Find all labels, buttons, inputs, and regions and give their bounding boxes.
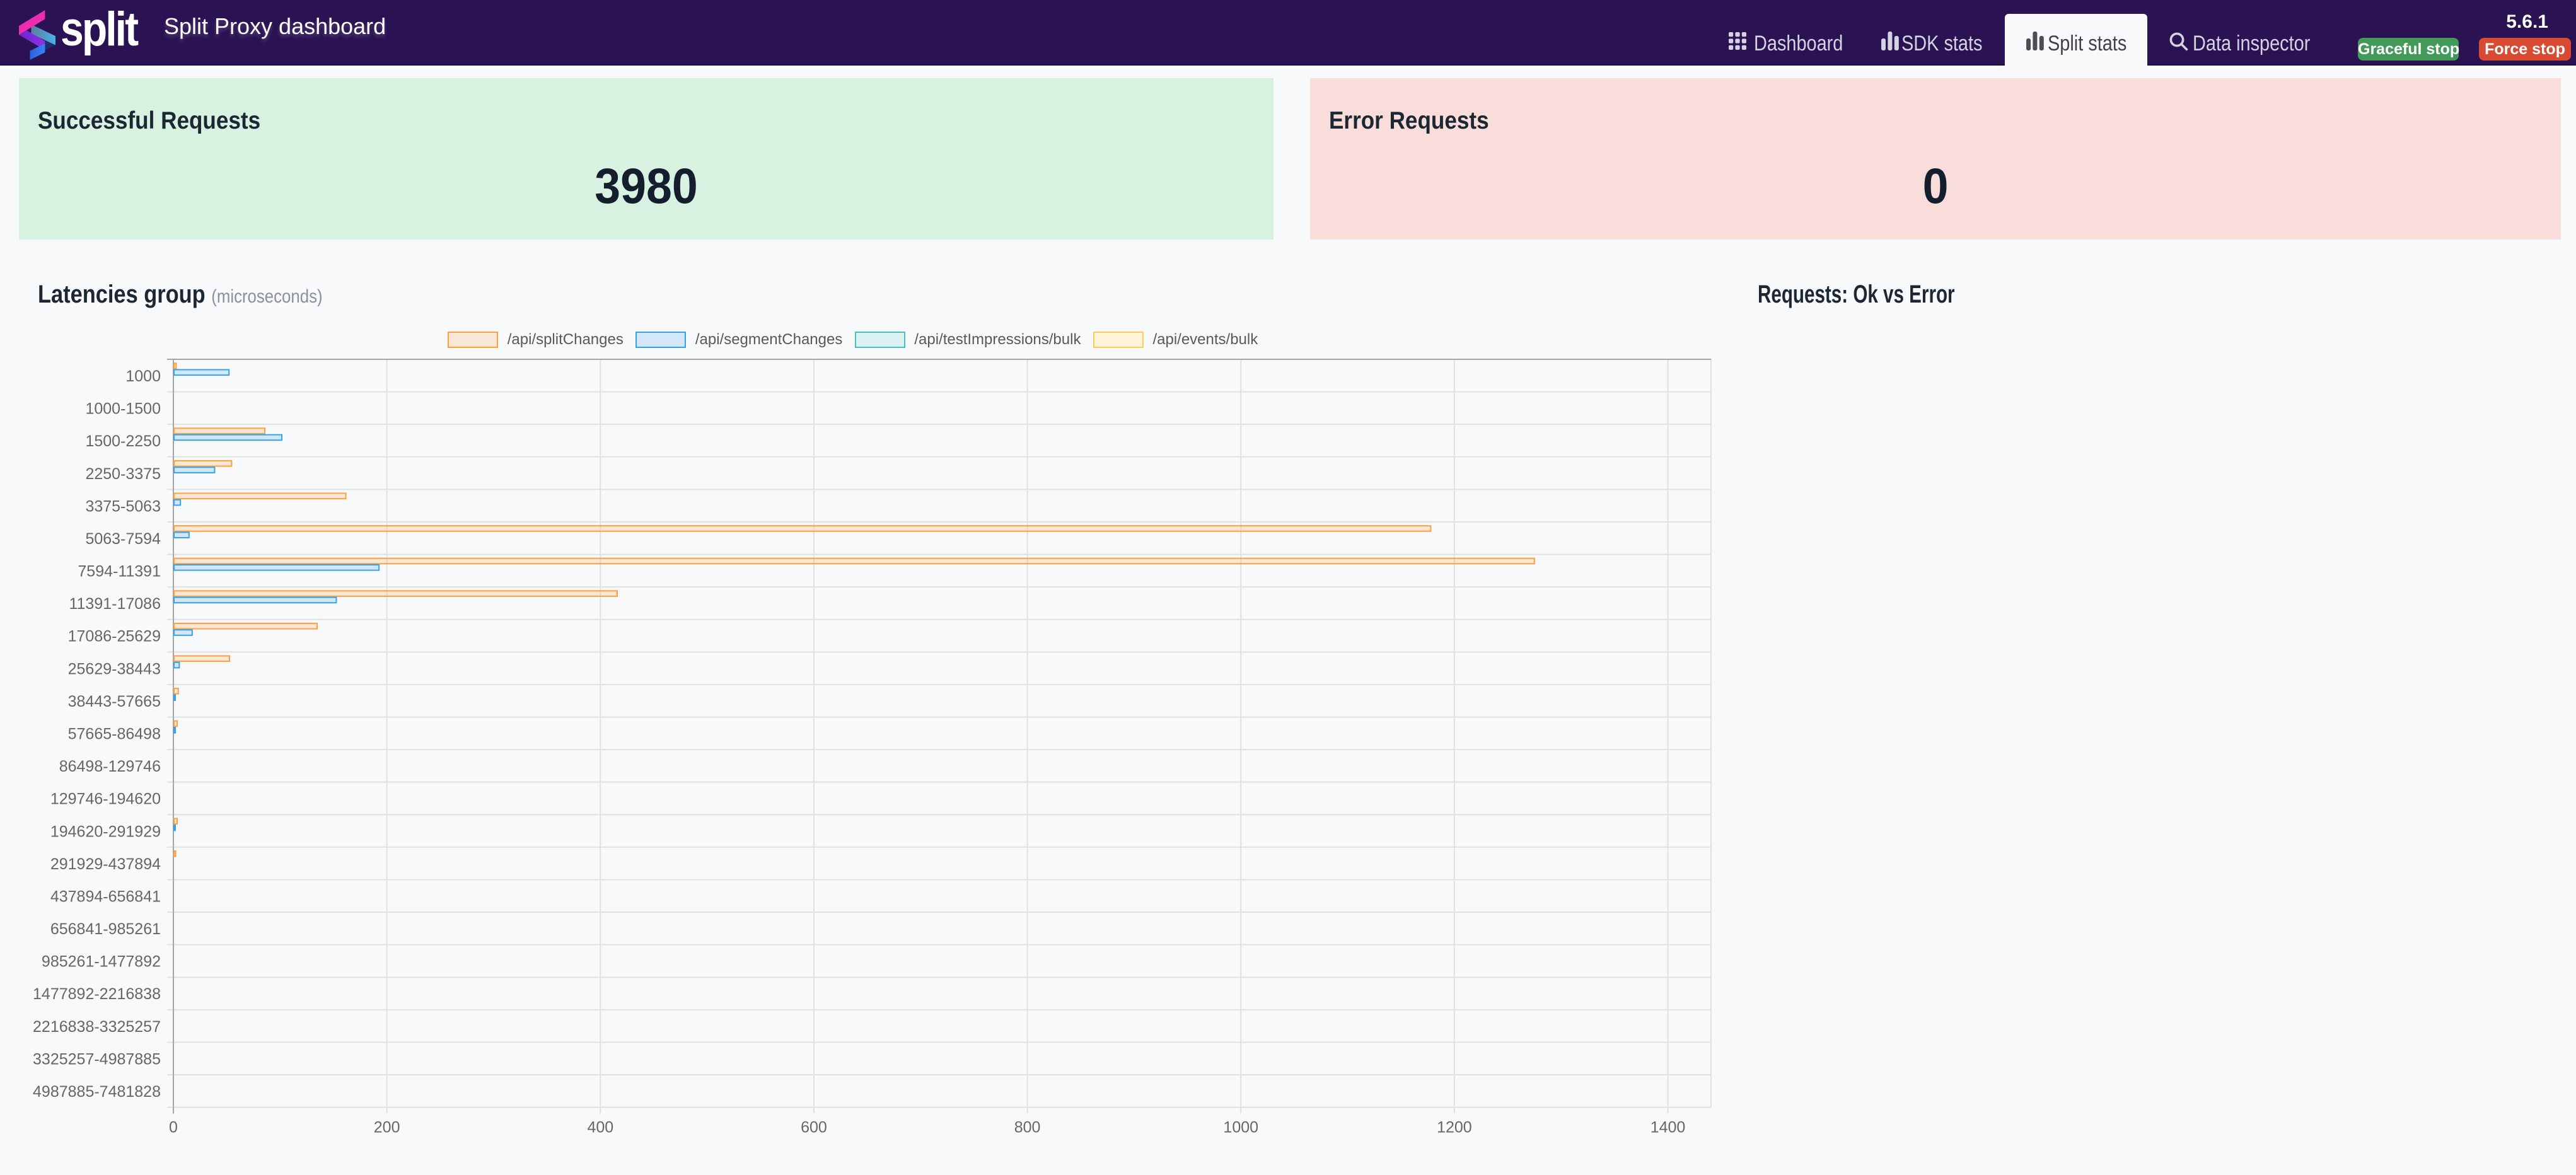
svg-text:985261-1477892: 985261-1477892 xyxy=(42,953,161,971)
svg-text:129746-194620: 129746-194620 xyxy=(50,790,161,808)
svg-text:291929-437894: 291929-437894 xyxy=(50,855,161,873)
svg-text:1000: 1000 xyxy=(1223,1119,1258,1137)
svg-text:2216838-3325257: 2216838-3325257 xyxy=(33,1018,161,1036)
svg-text:0: 0 xyxy=(169,1119,178,1137)
svg-text:1000-1500: 1000-1500 xyxy=(85,400,161,418)
svg-text:11391-17086: 11391-17086 xyxy=(69,595,161,613)
svg-text:800: 800 xyxy=(1014,1119,1041,1137)
svg-text:1000: 1000 xyxy=(125,368,161,385)
svg-text:38443-57665: 38443-57665 xyxy=(68,693,161,710)
svg-text:17086-25629: 17086-25629 xyxy=(68,628,161,645)
svg-text:200: 200 xyxy=(374,1119,400,1137)
svg-text:1500-2250: 1500-2250 xyxy=(85,432,161,450)
svg-text:7594-11391: 7594-11391 xyxy=(78,563,161,581)
svg-text:57665-86498: 57665-86498 xyxy=(68,726,161,743)
svg-text:3325257-4987885: 3325257-4987885 xyxy=(33,1050,161,1068)
svg-text:4987885-7481828: 4987885-7481828 xyxy=(33,1083,161,1101)
svg-text:86498-129746: 86498-129746 xyxy=(59,758,161,775)
svg-text:600: 600 xyxy=(801,1119,827,1137)
svg-text:5063-7594: 5063-7594 xyxy=(85,530,161,548)
svg-text:194620-291929: 194620-291929 xyxy=(50,823,161,840)
svg-text:1400: 1400 xyxy=(1651,1119,1686,1137)
svg-text:25629-38443: 25629-38443 xyxy=(68,660,161,678)
svg-text:2250-3375: 2250-3375 xyxy=(85,465,161,483)
svg-text:1200: 1200 xyxy=(1437,1119,1472,1137)
svg-text:3375-5063: 3375-5063 xyxy=(85,497,161,515)
svg-text:1477892-2216838: 1477892-2216838 xyxy=(33,985,161,1003)
svg-text:400: 400 xyxy=(587,1119,613,1137)
svg-text:437894-656841: 437894-656841 xyxy=(50,888,161,905)
svg-text:656841-985261: 656841-985261 xyxy=(50,920,161,938)
